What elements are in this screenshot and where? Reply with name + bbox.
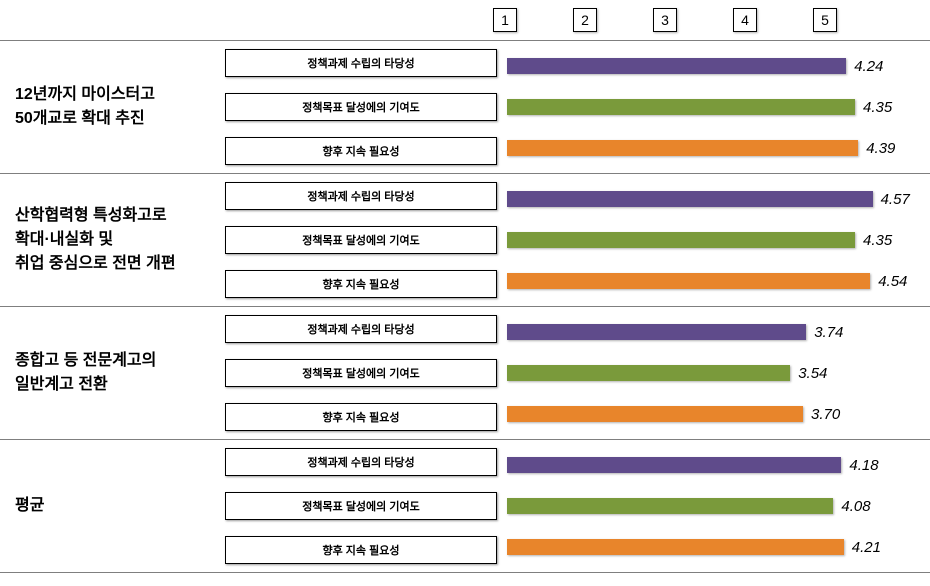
bar-row: 4.57 [507,187,927,212]
bars-column: 4.24 4.35 4.39 [507,54,927,161]
bar [507,324,806,340]
legend-label: 정책목표 달성에의 기여도 [225,226,497,254]
tick-label: 2 [581,12,589,28]
value-label: 3.70 [811,406,840,423]
legend-label: 향후 지속 필요성 [225,137,497,165]
bar-row: 3.74 [507,320,927,345]
legend-column: 정책과제 수립의 타당성정책목표 달성에의 기여도향후 지속 필요성 [225,182,497,298]
bar-row: 4.54 [507,269,927,294]
tick-box: 3 [653,8,677,32]
legend-label: 정책과제 수립의 타당성 [225,49,497,77]
groups-container: 12년까지 마이스터고50개교로 확대 추진정책과제 수립의 타당성정책목표 달… [0,40,930,573]
bar-row: 4.35 [507,95,927,120]
bar [507,539,844,555]
bar [507,232,855,248]
legend-label: 정책목표 달성에의 기여도 [225,492,497,520]
bar-row: 4.35 [507,228,927,253]
bar [507,365,790,381]
bar [507,457,841,473]
value-label: 4.24 [854,58,883,75]
tick-box: 5 [813,8,837,32]
value-label: 3.54 [798,365,827,382]
bar-row: 3.70 [507,402,927,427]
bar [507,273,870,289]
legend-column: 정책과제 수립의 타당성정책목표 달성에의 기여도향후 지속 필요성 [225,448,497,564]
value-label: 4.35 [863,99,892,116]
bar-row: 4.39 [507,136,927,161]
bar-row: 4.18 [507,453,927,478]
legend-label: 정책과제 수립의 타당성 [225,182,497,210]
bar-row: 4.08 [507,494,927,519]
group-title: 산학협력형 특성화고로확대·내실화 및취업 중심으로 전면 개편 [0,204,225,276]
tick-box: 1 [493,8,517,32]
value-label: 4.39 [866,140,895,157]
group-title: 12년까지 마이스터고50개교로 확대 추진 [0,83,225,131]
bar [507,406,803,422]
tick-box: 2 [573,8,597,32]
chart-group: 평균정책과제 수립의 타당성정책목표 달성에의 기여도향후 지속 필요성4.18… [0,439,930,573]
bar [507,140,858,156]
tick-label: 4 [741,12,749,28]
legend-label: 정책목표 달성에의 기여도 [225,93,497,121]
legend-label: 향후 지속 필요성 [225,270,497,298]
bars-column: 4.57 4.35 4.54 [507,187,927,294]
tick-label: 3 [661,12,669,28]
legend-column: 정책과제 수립의 타당성정책목표 달성에의 기여도향후 지속 필요성 [225,49,497,165]
legend-label: 정책과제 수립의 타당성 [225,448,497,476]
bars-column: 4.18 4.08 4.21 [507,453,927,560]
tick-label: 5 [821,12,829,28]
value-label: 4.18 [849,457,878,474]
legend-label: 향후 지속 필요성 [225,403,497,431]
bars-column: 3.74 3.54 3.70 [507,320,927,427]
bar [507,99,855,115]
legend-column: 정책과제 수립의 타당성정책목표 달성에의 기여도향후 지속 필요성 [225,315,497,431]
bar-row: 4.21 [507,535,927,560]
chart-group: 산학협력형 특성화고로확대·내실화 및취업 중심으로 전면 개편정책과제 수립의… [0,173,930,306]
bar [507,58,846,74]
value-label: 4.57 [881,191,910,208]
value-label: 4.54 [878,273,907,290]
chart-group: 12년까지 마이스터고50개교로 확대 추진정책과제 수립의 타당성정책목표 달… [0,40,930,173]
value-label: 4.21 [852,539,881,556]
tick-label: 1 [501,12,509,28]
value-label: 4.35 [863,232,892,249]
x-axis-header: 1 2 3 4 5 [505,0,905,40]
bar [507,498,833,514]
group-title: 종합고 등 전문계고의일반계고 전환 [0,349,225,397]
legend-label: 정책과제 수립의 타당성 [225,315,497,343]
bar [507,191,873,207]
tick-box: 4 [733,8,757,32]
value-label: 4.08 [841,498,870,515]
bar-row: 4.24 [507,54,927,79]
bar-row: 3.54 [507,361,927,386]
chart-container: 1 2 3 4 5 12년까지 마이스터고50개교로 확대 추진정책과제 수립의… [0,0,930,573]
value-label: 3.74 [814,324,843,341]
chart-group: 종합고 등 전문계고의일반계고 전환정책과제 수립의 타당성정책목표 달성에의 … [0,306,930,439]
legend-label: 정책목표 달성에의 기여도 [225,359,497,387]
group-title: 평균 [0,494,225,518]
legend-label: 향후 지속 필요성 [225,536,497,564]
